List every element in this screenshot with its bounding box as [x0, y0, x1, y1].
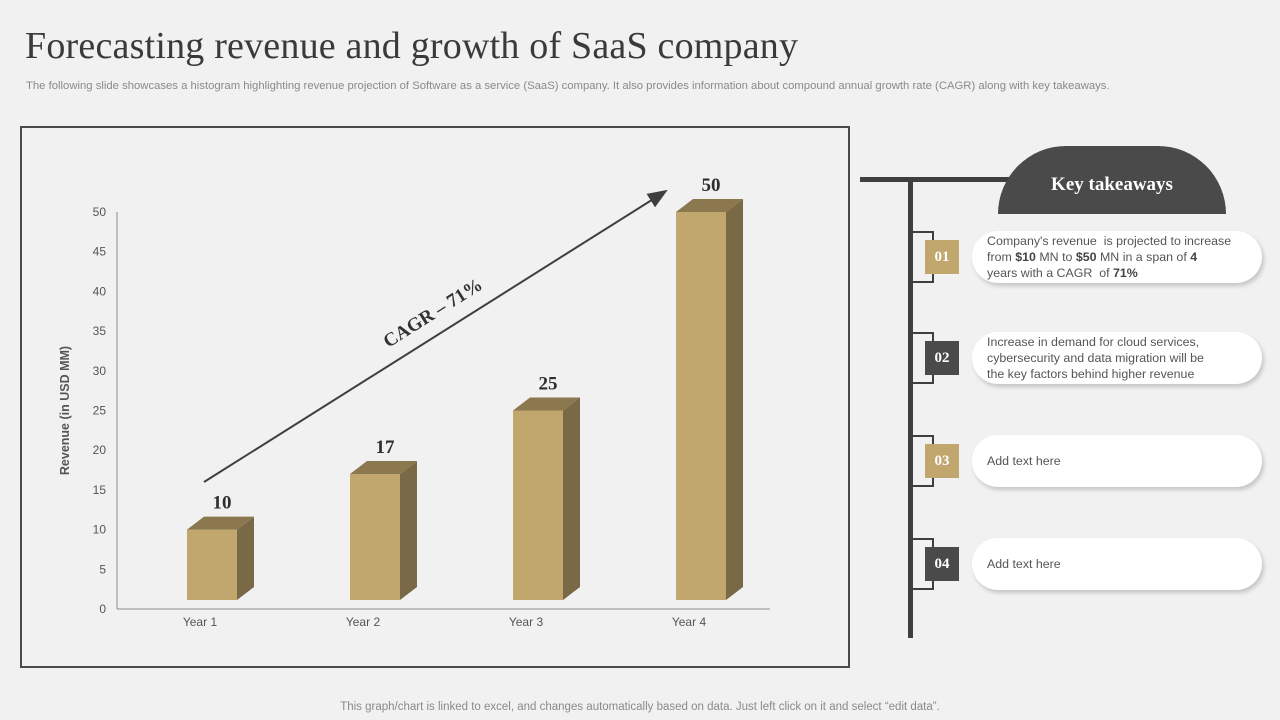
takeaway-text: Add text here	[987, 454, 1061, 468]
cagr-arrow	[203, 189, 668, 483]
bar-top	[350, 461, 417, 475]
y-tick-label: 15	[93, 483, 107, 497]
y-tick-label: 40	[93, 284, 107, 298]
bar-value-label: 50	[702, 175, 721, 196]
revenue-chart[interactable]: 0 5 10 15 20 25 30 35 40 45 50 Revenue (in USD MM) 1…	[20, 126, 850, 668]
y-tick-label: 20	[93, 443, 107, 457]
y-axis-label: Revenue (in USD MM)	[58, 346, 72, 475]
bar-top	[187, 516, 254, 530]
takeaway-text-box[interactable]: Add text here	[972, 435, 1262, 487]
bar	[676, 212, 726, 600]
takeaway-number-badge: 03	[925, 444, 959, 478]
y-tick-label: 45	[93, 245, 107, 259]
bar	[187, 529, 237, 600]
bar-side	[400, 461, 417, 600]
takeaway-number-badge: 04	[925, 547, 959, 581]
takeaways-timeline-line	[908, 180, 913, 638]
takeaways-top-line	[860, 177, 1030, 182]
y-tick-label: 50	[93, 205, 107, 219]
x-tick-label: Year 4	[672, 615, 707, 629]
chart-svg: 0 5 10 15 20 25 30 35 40 45 50 Revenue (in USD MM) 1…	[58, 175, 770, 629]
takeaway-number-badge: 02	[925, 341, 959, 375]
bar	[350, 474, 400, 600]
bar-value-label: 25	[539, 374, 558, 395]
page-subtitle: The following slide showcases a histogra…	[26, 80, 1110, 92]
bar-side	[726, 199, 743, 600]
takeaway-number-badge: 01	[925, 240, 959, 274]
takeaway-text: Add text here	[987, 557, 1061, 571]
takeaway-text: Increase in demand for cloud services, cy…	[987, 335, 1204, 381]
y-tick-label: 0	[99, 602, 106, 616]
y-tick-label: 10	[93, 523, 107, 537]
takeaway-text-box[interactable]: Company's revenue is projected to increa…	[972, 231, 1262, 283]
bar-value-label: 10	[213, 493, 232, 514]
page-title: Forecasting revenue and growth of SaaS c…	[25, 25, 799, 67]
bar-side	[237, 516, 254, 600]
takeaway-text-box[interactable]: Increase in demand for cloud services, cy…	[972, 332, 1262, 384]
x-tick-label: Year 2	[346, 615, 381, 629]
takeaway-text-box[interactable]: Add text here	[972, 538, 1262, 590]
bar-top	[676, 199, 743, 212]
takeaway-text: Company's revenue is projected to increa…	[987, 234, 1232, 280]
y-tick-label: 5	[99, 562, 106, 576]
bar-top	[513, 397, 580, 411]
takeaways-header-dome	[998, 146, 1226, 214]
bar-value-label: 17	[376, 437, 396, 458]
y-tick-label: 25	[93, 404, 107, 418]
bar	[513, 410, 563, 600]
bar-side	[563, 397, 580, 600]
y-tick-label: 35	[93, 324, 107, 338]
footer-note: This graph/chart is linked to excel, and…	[340, 701, 940, 713]
x-tick-label: Year 3	[509, 615, 544, 629]
takeaways-title: Key takeaways	[1051, 174, 1173, 195]
x-tick-label: Year 1	[183, 615, 218, 629]
y-tick-label: 30	[93, 364, 107, 378]
